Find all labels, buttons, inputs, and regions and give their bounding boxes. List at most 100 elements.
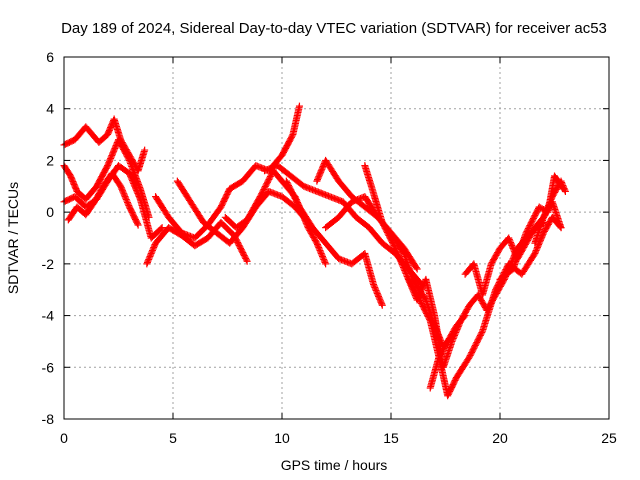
data-point bbox=[314, 176, 322, 184]
data-point bbox=[454, 324, 462, 332]
data-point bbox=[561, 186, 569, 194]
data-point bbox=[149, 245, 157, 253]
data-point bbox=[531, 250, 539, 258]
data-point bbox=[373, 288, 381, 296]
data-point bbox=[452, 327, 460, 335]
series-sat-r bbox=[531, 177, 569, 247]
data-point bbox=[315, 171, 323, 179]
data-point bbox=[544, 203, 552, 211]
axis-ticks bbox=[63, 56, 610, 420]
data-point bbox=[117, 184, 125, 192]
data-point bbox=[416, 290, 424, 298]
data-point bbox=[134, 221, 142, 229]
y-tick-label: 0 bbox=[46, 204, 54, 220]
data-point bbox=[451, 330, 459, 338]
data-point bbox=[402, 269, 410, 277]
data-point bbox=[122, 194, 130, 202]
data-point bbox=[400, 265, 408, 273]
data-point bbox=[541, 209, 549, 217]
y-tick-label: 6 bbox=[46, 49, 54, 65]
data-point bbox=[453, 326, 461, 334]
data-point bbox=[532, 247, 540, 255]
data-point bbox=[146, 252, 154, 260]
data-point bbox=[318, 251, 326, 259]
data-point bbox=[123, 197, 131, 205]
data-point bbox=[413, 265, 421, 273]
y-tick-label: 4 bbox=[46, 101, 54, 117]
data-point bbox=[143, 258, 151, 266]
data-point bbox=[455, 321, 463, 329]
data-point bbox=[313, 177, 321, 185]
y-tick-label: -8 bbox=[42, 411, 55, 427]
data-point bbox=[418, 286, 426, 294]
data-point bbox=[559, 182, 567, 190]
data-point bbox=[404, 275, 412, 283]
data-point bbox=[510, 246, 518, 254]
data-point bbox=[371, 285, 379, 293]
data-point bbox=[316, 247, 324, 255]
y-tick-labels: -8 -6 -4 -2 0 2 4 6 bbox=[42, 49, 55, 427]
chart-title: Day 189 of 2024, Sidereal Day-to-day VTE… bbox=[61, 20, 607, 37]
data-point bbox=[560, 183, 568, 191]
series-sat-b bbox=[60, 136, 153, 221]
y-axis-label: SDTVAR / TECUs bbox=[5, 182, 21, 294]
x-tick-label: 10 bbox=[274, 430, 290, 446]
data-point bbox=[401, 268, 409, 276]
x-tick-label: 5 bbox=[169, 430, 177, 446]
data-point bbox=[391, 244, 399, 252]
data-point bbox=[407, 281, 415, 289]
data-point bbox=[120, 190, 128, 198]
data-point bbox=[157, 225, 165, 233]
data-point bbox=[121, 193, 129, 201]
data-point bbox=[393, 247, 401, 255]
data-point bbox=[541, 210, 549, 218]
data-point bbox=[377, 298, 385, 306]
data-point bbox=[545, 200, 553, 208]
series-sat-j bbox=[282, 177, 386, 309]
data-point bbox=[147, 251, 155, 259]
data-point bbox=[416, 289, 424, 297]
data-point bbox=[370, 281, 378, 289]
data-point bbox=[124, 199, 132, 207]
data-point bbox=[314, 241, 322, 249]
data-point bbox=[408, 283, 416, 291]
data-point bbox=[456, 320, 464, 328]
data-point bbox=[378, 300, 386, 308]
data-point bbox=[319, 162, 327, 170]
data-point bbox=[558, 179, 566, 187]
data-point bbox=[242, 256, 250, 264]
data-point bbox=[133, 220, 141, 228]
data-point bbox=[318, 164, 326, 172]
data-point bbox=[144, 257, 152, 265]
data-point bbox=[412, 264, 420, 272]
data-point bbox=[406, 280, 414, 288]
data-point bbox=[322, 260, 330, 268]
x-tick-labels: 0 5 10 15 20 25 bbox=[60, 430, 617, 446]
data-point bbox=[426, 315, 434, 323]
data-point bbox=[117, 182, 125, 190]
data-point bbox=[452, 329, 460, 337]
data-point bbox=[395, 253, 403, 261]
data-point bbox=[409, 286, 417, 294]
data-point bbox=[396, 255, 404, 263]
data-point bbox=[145, 254, 153, 262]
x-tick-label: 15 bbox=[383, 430, 399, 446]
y-tick-label: -4 bbox=[42, 308, 55, 324]
data-point bbox=[136, 194, 144, 202]
data-point bbox=[372, 286, 380, 294]
data-point bbox=[316, 170, 324, 178]
data-point bbox=[507, 238, 515, 246]
data-point bbox=[398, 259, 406, 267]
data-point bbox=[543, 206, 551, 214]
data-point bbox=[509, 244, 517, 252]
data-point bbox=[558, 180, 566, 188]
data-point bbox=[373, 289, 381, 297]
data-point bbox=[478, 329, 486, 337]
data-point bbox=[396, 256, 404, 264]
data-point bbox=[320, 257, 328, 265]
data-point bbox=[399, 262, 407, 270]
series-sat-p bbox=[461, 198, 565, 299]
data-point bbox=[449, 336, 457, 344]
data-point bbox=[399, 264, 407, 272]
